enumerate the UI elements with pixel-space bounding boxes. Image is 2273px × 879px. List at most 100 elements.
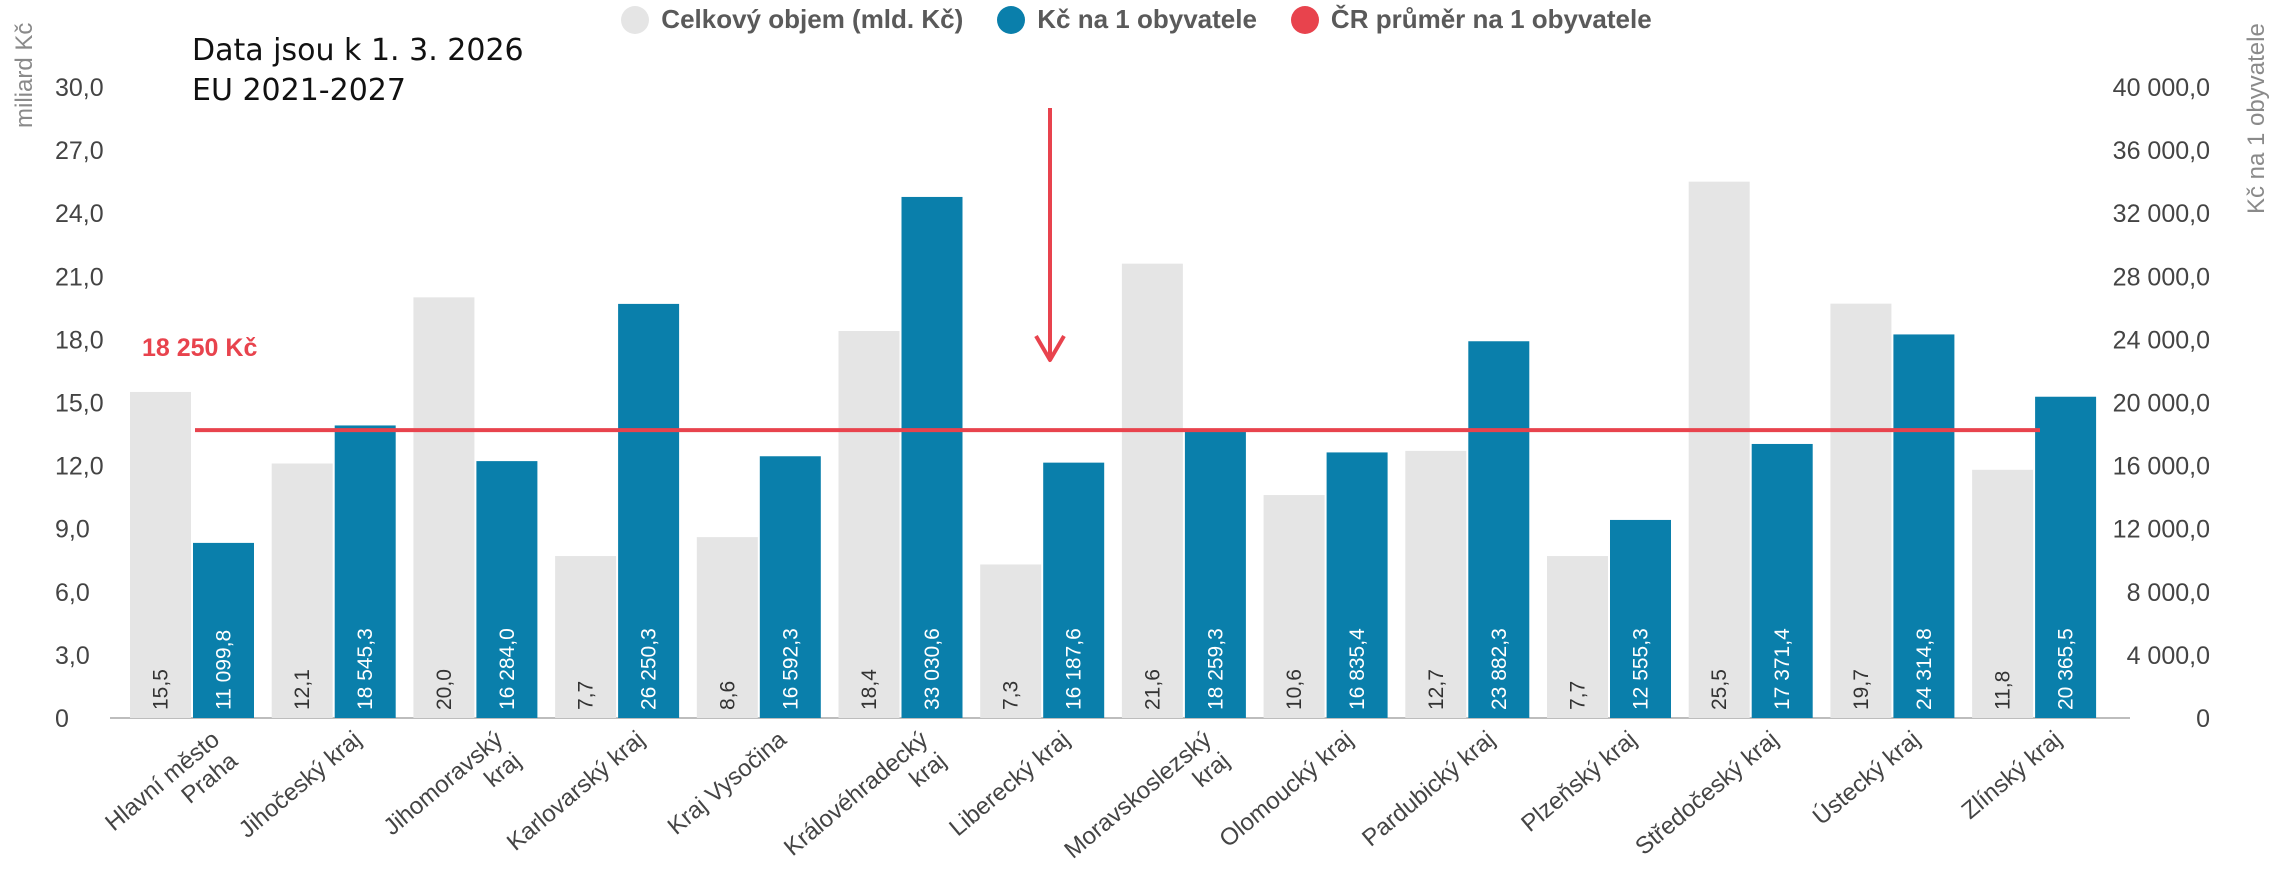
note-date: Data jsou k 1. 3. 2026 — [192, 33, 524, 68]
category-label: Ústecký kraj — [1808, 726, 1925, 831]
left-tick-label: 21,0 — [55, 263, 104, 291]
per-capita-data-label: 18 259,3 — [1204, 628, 1227, 710]
category-label-line: Kraj Vysočina — [663, 725, 793, 840]
category-label: Kraj Vysočina — [663, 725, 793, 840]
total-bar — [271, 463, 333, 718]
legend-label-per-capita: Kč na 1 obyvatele — [1037, 4, 1257, 34]
category-label-line: Královéhradecký — [779, 726, 933, 862]
average-label: 18 250 Kč — [142, 334, 257, 362]
per-capita-data-label: 18 545,3 — [354, 628, 377, 710]
right-axis-title: Kč na 1 obyvatele — [2243, 23, 2270, 214]
left-tick-label: 18,0 — [55, 326, 104, 354]
total-data-label: 12,7 — [1425, 669, 1448, 710]
total-bar — [130, 391, 191, 718]
per-capita-bar — [901, 196, 963, 719]
per-capita-bar — [1610, 519, 1671, 718]
per-capita-bar — [759, 456, 821, 718]
per-capita-data-label: 16 284,0 — [496, 628, 519, 710]
left-tick-label: 0 — [55, 705, 69, 733]
legend-item-per-capita: Kč na 1 obyvatele — [997, 4, 1257, 35]
per-capita-bar — [1893, 334, 1955, 718]
per-capita-data-label: 17 371,4 — [1771, 628, 1794, 710]
right-tick-label: 24 000,0 — [2113, 326, 2210, 354]
per-capita-bar — [193, 542, 254, 718]
per-capita-data-label: 16 187,6 — [1063, 628, 1086, 710]
legend-item-total: Celkový objem (mld. Kč) — [621, 4, 963, 35]
category-label: Plzeňský kraj — [1516, 726, 1642, 838]
right-tick-label: 0 — [2196, 705, 2210, 733]
category-label-line: Plzeňský kraj — [1516, 726, 1642, 838]
category-label-line: Olomoucký kraj — [1214, 726, 1358, 853]
total-bar — [980, 564, 1042, 718]
left-tick-label: 6,0 — [55, 579, 90, 607]
note-period: EU 2021-2027 — [192, 73, 406, 108]
per-capita-data-label: 16 592,3 — [779, 628, 802, 710]
per-capita-data-label: 24 314,8 — [1913, 628, 1936, 710]
per-capita-data-label: 23 882,3 — [1488, 628, 1511, 710]
per-capita-bar — [334, 425, 396, 718]
total-bar — [838, 330, 900, 718]
category-label: Karlovarský kraj — [502, 726, 650, 856]
category-label-line: Pardubický kraj — [1357, 726, 1500, 852]
right-tick-label: 40 000,0 — [2113, 74, 2210, 102]
right-tick-label: 4 000,0 — [2127, 642, 2210, 670]
per-capita-data-label: 11 099,8 — [213, 630, 236, 710]
right-tick-label: 16 000,0 — [2113, 453, 2210, 481]
per-capita-bar — [2035, 396, 2097, 718]
per-capita-data-label: 20 365,5 — [2055, 628, 2078, 710]
left-tick-label: 24,0 — [55, 200, 104, 228]
total-bar — [1830, 303, 1892, 718]
category-label-line: Jihočeský kraj — [234, 726, 367, 844]
legend-swatch-average — [1290, 5, 1319, 34]
total-data-label: 25,5 — [1708, 669, 1731, 710]
total-data-label: 7,7 — [575, 681, 598, 710]
left-tick-label: 3,0 — [55, 642, 90, 670]
right-tick-label: 8 000,0 — [2127, 579, 2210, 607]
category-label-line: Zlínský kraj — [1957, 726, 2067, 825]
total-data-label: 19,7 — [1850, 669, 1873, 710]
total-data-label: 10,6 — [1283, 669, 1306, 710]
total-bar — [555, 556, 617, 718]
total-data-label: 18,4 — [858, 669, 881, 710]
category-label-line: Ústecký kraj — [1808, 726, 1925, 831]
total-bar — [1263, 495, 1325, 718]
category-label: Olomoucký kraj — [1214, 726, 1358, 853]
category-label: Královéhradeckýkraj — [779, 726, 951, 879]
per-capita-data-label: 33 030,6 — [921, 628, 944, 710]
category-label: Středočeský kraj — [1630, 726, 1783, 861]
legend-swatch-total — [621, 5, 650, 34]
total-data-label: 11,8 — [1992, 671, 2015, 710]
category-label-line: Středočeský kraj — [1630, 726, 1783, 861]
category-label-line: Karlovarský kraj — [502, 726, 650, 856]
left-tick-label: 12,0 — [55, 453, 104, 481]
legend-label-average: ČR průměr na 1 obyvatele — [1330, 4, 1652, 34]
left-tick-label: 30,0 — [55, 74, 104, 102]
left-tick-label: 27,0 — [55, 137, 104, 165]
total-data-label: 20,0 — [433, 669, 456, 710]
right-tick-label: 20 000,0 — [2113, 390, 2210, 418]
total-bar — [1688, 181, 1750, 718]
per-capita-bar — [1043, 462, 1105, 718]
total-data-label: 7,7 — [1567, 681, 1590, 710]
total-bar — [413, 297, 475, 718]
category-label: Jihočeský kraj — [234, 726, 367, 844]
annotation-arrow-head — [1034, 334, 1066, 362]
left-tick-label: 15,0 — [55, 390, 104, 418]
total-data-label: 15,5 — [150, 669, 173, 710]
per-capita-data-label: 26 250,3 — [638, 628, 661, 710]
category-label: Pardubický kraj — [1357, 726, 1500, 852]
legend: Celkový objem (mld. Kč) Kč na 1 obyvatel… — [0, 4, 2273, 35]
left-axis-title: miliard Kč — [11, 23, 38, 128]
per-capita-data-label: 16 835,4 — [1346, 628, 1369, 710]
total-bar — [1121, 263, 1183, 718]
per-capita-bar — [1326, 452, 1388, 718]
right-tick-label: 28 000,0 — [2113, 263, 2210, 291]
per-capita-bar — [1184, 429, 1246, 718]
total-data-label: 8,6 — [716, 681, 739, 710]
category-label-line: Moravskoslezský — [1059, 726, 1216, 864]
category-label: Liberecký kraj — [944, 726, 1075, 842]
total-bar — [696, 537, 758, 718]
total-bar — [1547, 556, 1608, 718]
category-label: Hlavní městoPraha — [100, 725, 243, 858]
